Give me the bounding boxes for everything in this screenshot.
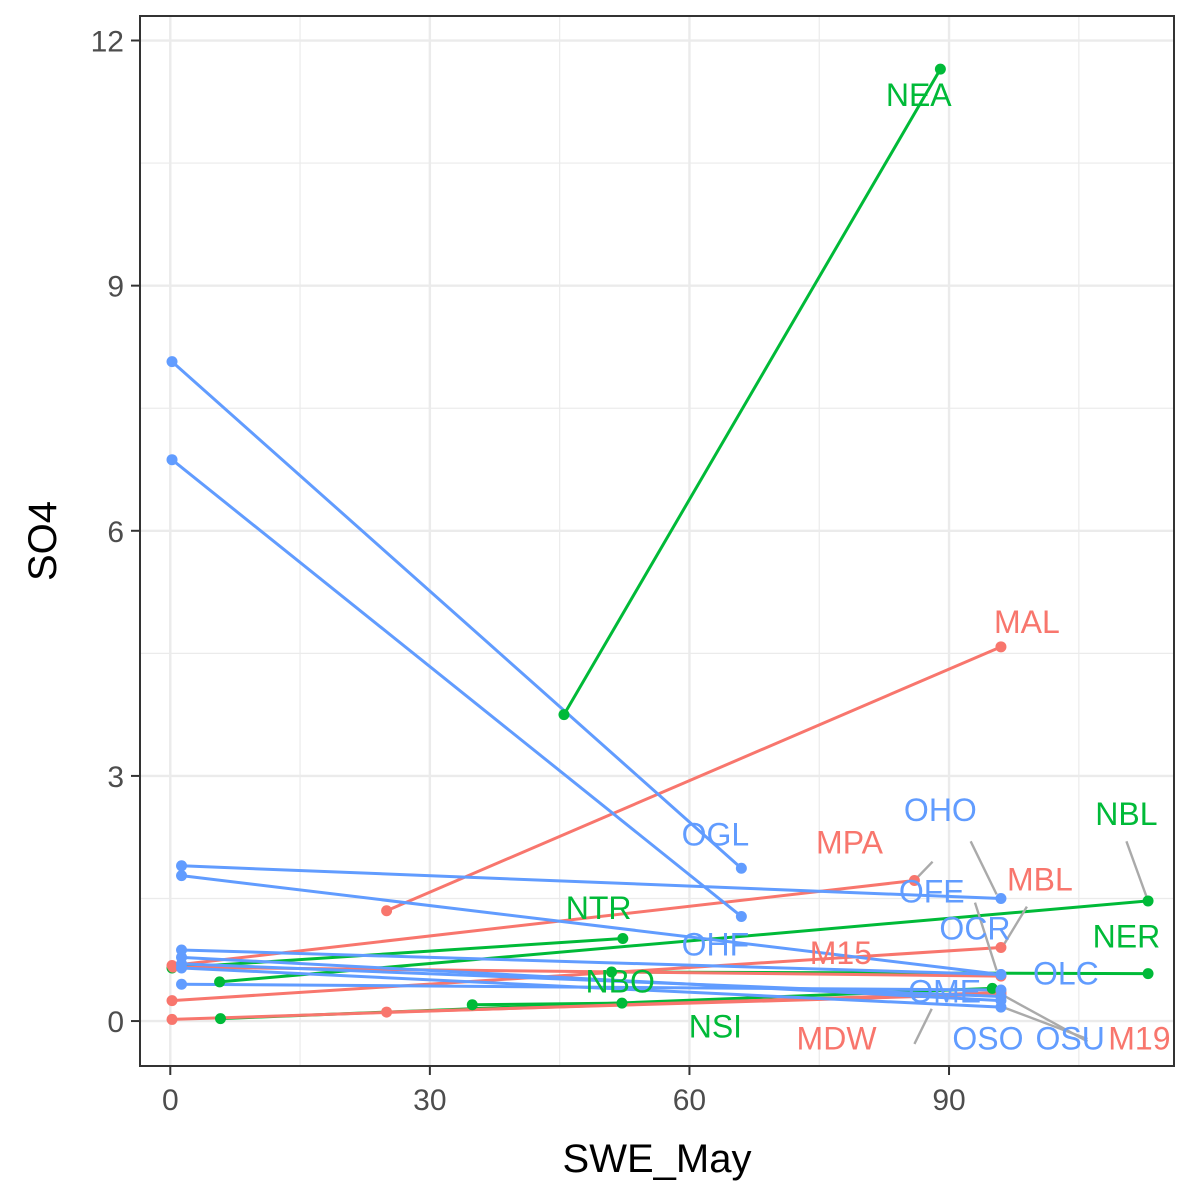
series-line: [181, 948, 1001, 976]
series-label: MAL: [994, 604, 1060, 640]
data-point: [908, 875, 920, 887]
series-line: [171, 937, 623, 970]
x-tick-label: 30: [413, 1084, 446, 1117]
panel-border: [139, 15, 1175, 1067]
data-point: [735, 910, 747, 922]
series-line: [562, 68, 942, 716]
data-point: [166, 356, 178, 368]
data-point: [466, 999, 478, 1011]
label-leader-line: [1125, 840, 1150, 902]
label-leader-line: [973, 902, 998, 971]
data-point: [176, 870, 188, 882]
data-point: [167, 961, 179, 973]
series-label: M19: [1108, 1021, 1170, 1057]
data-point: [1142, 968, 1154, 980]
series-line: [386, 645, 1002, 913]
series-label: OSU: [1035, 1021, 1104, 1057]
data-point: [1142, 895, 1154, 907]
data-point: [381, 1006, 393, 1018]
label-leader-line: [913, 1008, 933, 1045]
data-point: [617, 933, 629, 945]
series-line: [181, 874, 1002, 976]
data-point: [214, 976, 226, 988]
data-point: [606, 966, 618, 978]
data-point: [995, 995, 1007, 1007]
series-line: [181, 955, 1002, 1003]
data-point: [934, 63, 946, 75]
data-point: [176, 978, 188, 990]
data-point: [995, 942, 1007, 954]
series-label: NER: [1093, 919, 1161, 955]
series-line: [181, 966, 1002, 1009]
label-leader-line: [969, 840, 998, 895]
data-point: [176, 962, 188, 974]
series-line: [386, 992, 1001, 1014]
series-label: OCR: [939, 910, 1010, 946]
series-label: MPA: [816, 825, 884, 861]
series-label: OFE: [899, 874, 965, 910]
series-line: [171, 360, 743, 870]
series-label: M15: [810, 935, 872, 971]
x-tick-label: 90: [932, 1084, 965, 1117]
series-label: NSI: [689, 1008, 742, 1044]
data-point: [995, 968, 1007, 980]
series-label: NBO: [586, 963, 655, 999]
y-tick-label: 0: [107, 1006, 124, 1039]
series-label: MBL: [1007, 861, 1073, 897]
series-label: OLC: [1033, 955, 1099, 991]
data-point: [166, 995, 178, 1007]
series-lines: [171, 68, 1149, 1021]
data-point: [381, 905, 393, 917]
data-point: [995, 984, 1007, 996]
series-label: OHO: [904, 792, 977, 828]
axes: 0 30 60 90 0 3 6 9 12: [91, 26, 966, 1117]
label-leader-line: [1000, 1005, 1088, 1041]
data-point: [995, 892, 1007, 904]
data-point: [176, 951, 188, 963]
series-label: NBL: [1095, 796, 1157, 832]
y-tick-label: 12: [91, 26, 124, 59]
data-point: [735, 862, 747, 874]
label-leader-line: [1002, 906, 1028, 946]
series-points: [166, 63, 1154, 1025]
y-tick-label: 6: [107, 516, 124, 549]
series-labels: NEA NBL NTR NER NBO NSI MAL MPA MBL M15 MDW M19 OGL O…: [566, 77, 1171, 1057]
data-point: [214, 1013, 226, 1025]
series-label: OSO: [952, 1021, 1023, 1057]
data-point: [558, 709, 570, 721]
y-axis-title: SO4: [21, 501, 65, 581]
y-tick-label: 3: [107, 761, 124, 794]
series-label: OHF: [682, 927, 750, 963]
label-leader-lines: [913, 840, 1150, 1045]
data-point: [166, 1013, 178, 1025]
series-label: OGL: [682, 816, 750, 852]
data-point: [616, 997, 628, 1009]
data-point: [995, 641, 1007, 653]
series-label: OME: [908, 973, 981, 1009]
series-line: [171, 458, 743, 918]
series-line: [181, 864, 1002, 900]
x-axis-title: SWE_May: [563, 1137, 752, 1181]
data-point: [986, 982, 998, 994]
x-tick-label: 0: [162, 1084, 179, 1117]
x-tick-label: 60: [673, 1084, 706, 1117]
series-label: MDW: [797, 1021, 878, 1057]
data-point: [176, 860, 188, 872]
data-point: [166, 454, 178, 466]
series-label: NTR: [566, 890, 632, 926]
series-label: NEA: [886, 77, 952, 113]
y-tick-label: 9: [107, 271, 124, 304]
series-line: [171, 879, 915, 967]
